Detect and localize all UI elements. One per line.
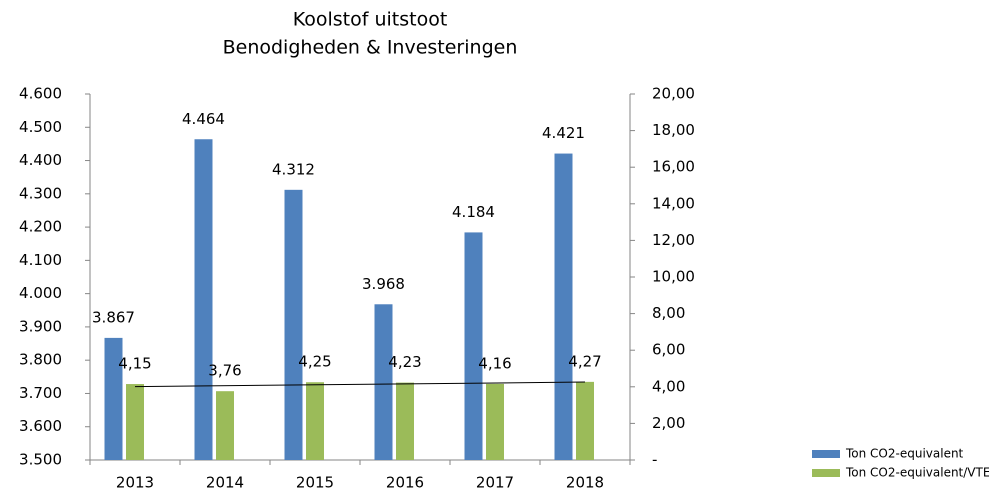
chart-subtitle: Benodigheden & Investeringen — [223, 37, 518, 59]
y-tick-label: 3.900 — [19, 317, 62, 335]
data-label: 4.312 — [272, 160, 315, 178]
data-label: 4.464 — [182, 110, 225, 128]
y2-tick-label: 2,00 — [652, 414, 685, 432]
bar — [554, 153, 573, 461]
y2-tick-label: - — [652, 451, 657, 469]
bar — [194, 139, 213, 460]
data-label: 3,76 — [208, 362, 241, 380]
y-tick-label: 4.100 — [19, 251, 62, 269]
legend-swatch — [812, 469, 840, 477]
data-label: 4,23 — [388, 353, 421, 371]
data-label: 4,16 — [478, 354, 511, 372]
bar — [576, 381, 594, 460]
data-label: 4.184 — [452, 203, 495, 221]
y2-tick-label: 6,00 — [652, 341, 685, 359]
bar — [126, 384, 144, 460]
legend-label: Ton CO2-equivalent — [845, 447, 964, 461]
y2-tick-label: 8,00 — [652, 304, 685, 322]
chart-title: Koolstof uitstoot — [293, 9, 448, 31]
x-tick-label: 2018 — [566, 474, 604, 491]
data-label: 4,15 — [118, 355, 151, 373]
y2-tick-label: 12,00 — [652, 231, 695, 249]
y-tick-label: 3.700 — [19, 384, 62, 402]
y-tick-label: 4.000 — [19, 284, 62, 302]
legend-swatch — [812, 450, 840, 458]
bar — [464, 232, 483, 460]
y-tick-label: 3.600 — [19, 417, 62, 435]
y-tick-label: 4.500 — [19, 118, 62, 136]
x-tick-label: 2016 — [386, 474, 424, 491]
bar — [396, 382, 414, 460]
x-tick-label: 2014 — [206, 474, 244, 491]
x-tick-label: 2017 — [476, 474, 514, 491]
y2-tick-label: 4,00 — [652, 377, 685, 395]
bar — [306, 382, 324, 460]
bar — [216, 391, 234, 460]
y2-tick-label: 18,00 — [652, 121, 695, 139]
y-tick-label: 4.400 — [19, 151, 62, 169]
data-label: 4,25 — [298, 353, 331, 371]
data-label: 3.968 — [362, 275, 405, 293]
x-tick-label: 2013 — [116, 474, 154, 491]
bar — [104, 337, 123, 460]
data-label: 3.867 — [92, 308, 135, 326]
y-tick-label: 4.300 — [19, 184, 62, 202]
bar — [374, 304, 393, 460]
y2-tick-label: 10,00 — [652, 268, 695, 286]
y-tick-label: 4.600 — [19, 85, 62, 103]
bar — [486, 383, 504, 460]
y2-tick-label: 14,00 — [652, 194, 695, 212]
bar — [284, 189, 303, 461]
y-tick-label: 4.200 — [19, 218, 62, 236]
x-tick-label: 2015 — [296, 474, 334, 491]
legend-label: Ton CO2-equivalent/VTE — [845, 466, 989, 480]
y2-tick-label: 16,00 — [652, 158, 695, 176]
data-label: 4.421 — [542, 124, 585, 142]
trendline — [134, 381, 586, 388]
y2-tick-label: 20,00 — [652, 85, 695, 103]
y-tick-label: 3.500 — [19, 451, 62, 469]
y-tick-label: 3.800 — [19, 351, 62, 369]
data-label: 4,27 — [568, 352, 601, 370]
